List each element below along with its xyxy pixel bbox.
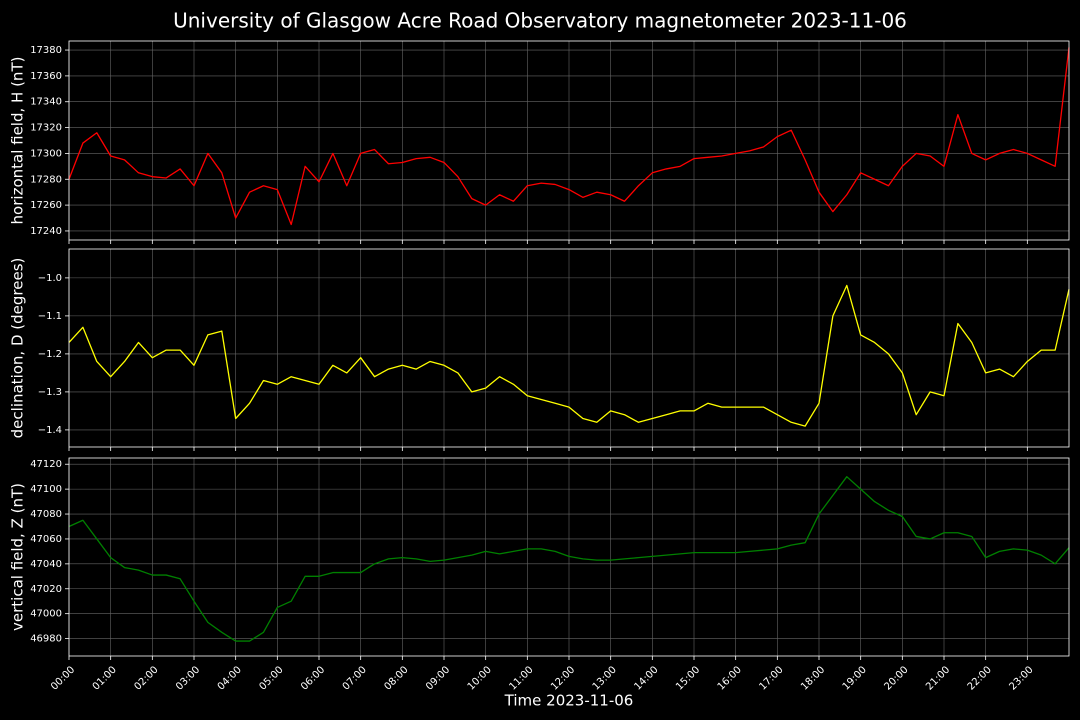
y-tick-label: −1.0	[38, 273, 62, 284]
axes-frame	[68, 248, 1070, 448]
data-line	[68, 284, 1070, 427]
x-tick-label: 07:00	[341, 664, 369, 692]
x-tick-label: 17:00	[757, 664, 785, 692]
y-tick-label: 47020	[30, 584, 62, 595]
x-tick-label: 02:00	[132, 664, 160, 692]
y-axis-label: declination, D (degrees)	[9, 258, 27, 439]
y-tick-label: 17320	[30, 123, 62, 134]
x-tick-label: 22:00	[966, 664, 994, 692]
y-tick-label: 17260	[30, 200, 62, 211]
x-tick-label: 16:00	[716, 664, 744, 692]
x-tick-label: 10:00	[466, 664, 494, 692]
y-tick-label: 17360	[30, 71, 62, 82]
y-tick-label: 47120	[30, 459, 62, 470]
x-tick-label: 20:00	[882, 664, 910, 692]
x-tick-label: 01:00	[91, 664, 119, 692]
x-tick-label: 19:00	[841, 664, 869, 692]
x-tick-label: 11:00	[507, 664, 535, 692]
x-axis-label: Time 2023-11-06	[504, 692, 634, 710]
y-tick-label: −1.3	[38, 387, 62, 398]
figure-title: University of Glasgow Acre Road Observat…	[173, 9, 907, 33]
x-tick-label: 14:00	[632, 664, 660, 692]
x-tick-label: 23:00	[1007, 664, 1035, 692]
x-tick-label: 13:00	[591, 664, 619, 692]
data-line	[68, 47, 1070, 226]
y-tick-label: −1.1	[38, 311, 62, 322]
y-tick-label: −1.2	[38, 349, 62, 360]
x-tick-label: 00:00	[49, 664, 77, 692]
y-tick-label: 47100	[30, 484, 62, 495]
y-tick-label: 47060	[30, 534, 62, 545]
x-tick-label: 12:00	[549, 664, 577, 692]
y-tick-label: 17380	[30, 45, 62, 56]
axes-frame	[68, 457, 1070, 657]
x-tick-label: 09:00	[424, 664, 452, 692]
y-tick-label: 47040	[30, 559, 62, 570]
x-tick-label: 06:00	[299, 664, 327, 692]
axes-frame	[68, 40, 1070, 241]
y-tick-label: 17280	[30, 174, 62, 185]
data-line	[68, 476, 1070, 642]
y-tick-label: 47080	[30, 509, 62, 520]
x-tick-label: 08:00	[382, 664, 410, 692]
y-tick-label: 17240	[30, 226, 62, 237]
x-tick-label: 04:00	[216, 664, 244, 692]
x-tick-label: 05:00	[257, 664, 285, 692]
x-tick-label: 03:00	[174, 664, 202, 692]
y-axis-label: vertical field, Z (nT)	[9, 483, 27, 631]
x-tick-label: 18:00	[799, 664, 827, 692]
x-tick-label: 15:00	[674, 664, 702, 692]
y-tick-label: −1.4	[38, 425, 62, 436]
x-tick-label: 21:00	[924, 664, 952, 692]
y-tick-label: 47000	[30, 609, 62, 620]
y-tick-label: 46980	[30, 634, 62, 645]
y-axis-label: horizontal field, H (nT)	[9, 57, 27, 225]
y-tick-label: 17300	[30, 148, 62, 159]
y-tick-label: 17340	[30, 97, 62, 108]
